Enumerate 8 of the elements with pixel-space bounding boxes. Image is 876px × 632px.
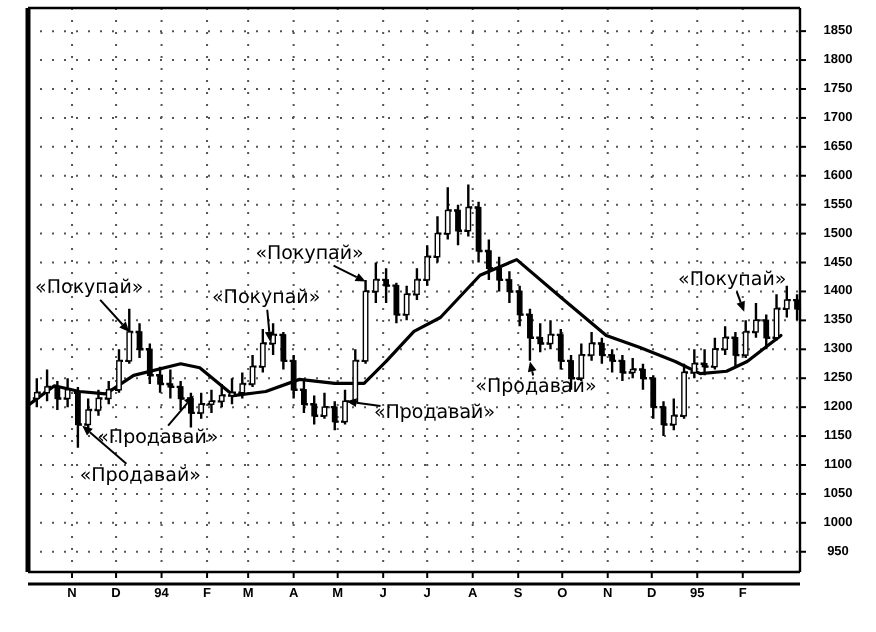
annotation: «Покупай»	[255, 242, 365, 265]
annotation: «Покупай»	[678, 268, 787, 291]
annotation: «Продавай»	[373, 402, 496, 425]
annotation: «Продавай»	[79, 464, 202, 487]
annotation: «Покупай»	[212, 286, 321, 309]
annotation: «Продавай»	[97, 426, 219, 449]
annotation: «Продавай»	[475, 376, 597, 399]
annotation: «Покупай»	[35, 276, 144, 299]
